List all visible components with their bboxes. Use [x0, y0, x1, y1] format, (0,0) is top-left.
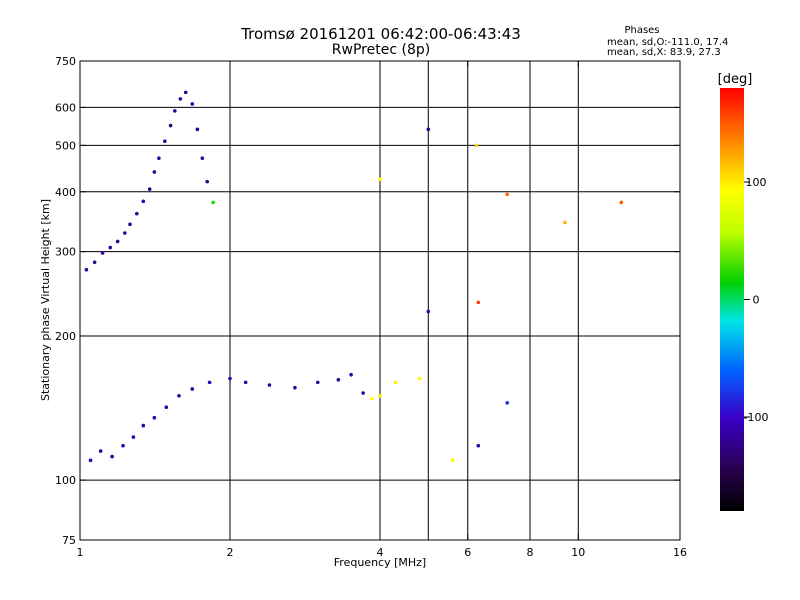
- data-point-series-1: [205, 179, 209, 184]
- data-point-series-2: [110, 454, 114, 459]
- data-point-series-2: [152, 415, 157, 420]
- x-tick-label: 10: [571, 546, 585, 559]
- data-point-series-1: [619, 200, 624, 205]
- data-point-series-1: [505, 192, 509, 197]
- data-point-series-2: [417, 376, 422, 381]
- data-point-series-1: [163, 139, 167, 144]
- data-point-series-1: [92, 260, 97, 265]
- data-point-series-1: [563, 220, 567, 225]
- x-tick-label: 2: [227, 546, 234, 559]
- grid: [80, 61, 680, 540]
- colorbar-tick-label: 100: [746, 176, 767, 189]
- data-point-series-2: [141, 423, 146, 428]
- chart-title: Tromsø 20161201 06:42:00-06:43:43: [240, 25, 521, 43]
- data-point-series-2: [336, 377, 341, 382]
- data-point-series-2: [293, 385, 297, 390]
- data-point-series-2: [476, 443, 481, 448]
- data-point-series-1: [168, 123, 173, 128]
- axis-ticks: [79, 60, 681, 541]
- y-tick-label: 300: [55, 246, 76, 259]
- data-point-series-2: [378, 394, 382, 398]
- data-point-series-2: [131, 435, 136, 439]
- data-point-series-2: [177, 394, 181, 398]
- colorbar-tick-label: -100: [744, 411, 769, 424]
- data-point-series-1: [190, 102, 195, 106]
- x-tick-label: 1: [77, 546, 84, 559]
- data-point-series-1: [426, 309, 431, 314]
- data-point-series-1: [141, 199, 146, 204]
- data-point-series-1: [147, 187, 152, 191]
- data-point-series-1: [476, 300, 481, 305]
- data-point-series-2: [190, 387, 195, 391]
- data-point-series-1: [152, 170, 157, 174]
- title-block: Tromsø 20161201 06:42:00-06:43:43 RwPret…: [240, 25, 521, 58]
- data-point-series-2: [228, 376, 232, 381]
- data-point-series-2: [505, 401, 509, 405]
- data-point-series-1: [115, 239, 120, 244]
- scatter-points: [84, 90, 624, 463]
- colorbar-tick-label: 0: [753, 294, 760, 307]
- data-point-series-1: [474, 143, 479, 148]
- y-tick-label: 200: [55, 330, 76, 343]
- data-point-series-1: [84, 267, 89, 272]
- data-point-series-1: [108, 245, 113, 250]
- phase-line-o: mean, sd,O:-111.0, 17.4: [607, 37, 728, 48]
- data-point-series-1: [183, 90, 188, 95]
- data-point-series-1: [122, 231, 127, 235]
- x-tick-label: 4: [377, 546, 384, 559]
- y-tick-label: 400: [55, 186, 76, 199]
- data-point-series-1: [426, 127, 431, 132]
- data-point-series-2: [361, 391, 365, 395]
- data-point-series-2: [267, 383, 272, 387]
- data-point-series-1: [128, 222, 132, 227]
- data-point-series-1: [178, 97, 183, 101]
- data-point-series-1: [157, 156, 161, 161]
- axis-tick-labels: 1 2 4 6 8 10 16 75 100 200 300 400 500 600 750: [55, 55, 687, 559]
- data-point-series-1: [200, 156, 205, 161]
- data-point-series-2: [121, 443, 125, 448]
- phase-line-x: mean, sd,X: 83.9, 27.3: [607, 47, 721, 58]
- plot-area: 1 2 4 6 8 10 16 75 100 200 300 400 500 600 750: [55, 55, 687, 559]
- data-point-series-1: [173, 109, 177, 113]
- y-tick-label: 75: [62, 534, 76, 547]
- data-point-series-1: [378, 177, 382, 181]
- y-axis-label: Stationary phase Virtual Height [km]: [39, 199, 52, 401]
- y-tick-label: 100: [55, 474, 76, 487]
- data-point-series-2: [393, 380, 398, 385]
- y-tick-label: 600: [55, 101, 76, 114]
- y-tick-label: 750: [55, 55, 76, 68]
- data-point-series-2: [88, 458, 93, 463]
- y-tick-label: 500: [55, 139, 76, 152]
- data-point-series-2: [315, 380, 320, 385]
- x-axis-label: Frequency [MHz]: [334, 556, 426, 569]
- data-point-series-2: [98, 449, 103, 453]
- phase-info: Phases mean, sd,O:-111.0, 17.4 mean, sd,…: [607, 25, 728, 58]
- data-point-series-1: [195, 127, 200, 132]
- data-point-series-1: [211, 200, 215, 205]
- data-point-series-2: [207, 380, 212, 385]
- data-point-series-1: [100, 251, 105, 255]
- colorbar-label: [deg]: [718, 72, 753, 87]
- colorbar: [deg] 100 0 -100: [718, 72, 769, 511]
- data-point-series-2: [349, 372, 353, 377]
- data-point-series-1: [134, 211, 139, 216]
- chart-subtitle: RwPretec (8p): [332, 42, 430, 58]
- x-tick-label: 16: [673, 546, 687, 559]
- phase-heading: Phases: [624, 25, 659, 36]
- x-tick-label: 6: [464, 546, 471, 559]
- colorbar-gradient: [720, 88, 744, 511]
- x-tick-label: 8: [527, 546, 534, 559]
- data-point-series-2: [243, 380, 248, 385]
- data-point-series-2: [369, 396, 374, 401]
- data-point-series-2: [164, 405, 169, 410]
- colorbar-ticks: 100 0 -100: [744, 176, 769, 424]
- data-point-series-2: [451, 458, 455, 463]
